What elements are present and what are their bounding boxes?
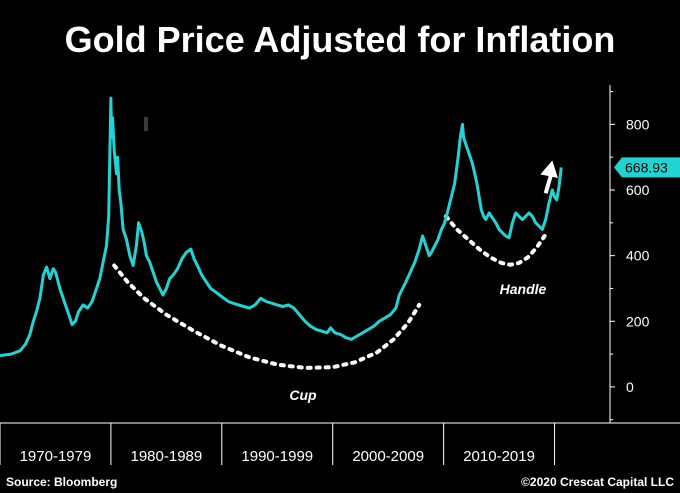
marker-artifact	[144, 117, 148, 131]
last-value-marker: 668.93	[614, 157, 680, 178]
copyright-note: ©2020 Crescat Capital LLC	[521, 475, 674, 489]
x-category-label: 2010-2019	[463, 448, 535, 465]
last-value-box	[614, 157, 680, 178]
x-category-label: 2000-2009	[352, 448, 424, 465]
last-value-label: 668.93	[625, 159, 668, 175]
source-note: Source: Bloomberg	[6, 475, 117, 489]
x-category-label: 1970-1979	[20, 448, 92, 465]
y-tick-label-200: 200	[626, 313, 650, 329]
x-category-label: 1980-1989	[130, 448, 202, 465]
series-group	[0, 96, 563, 358]
x-category-label: 1990-1999	[241, 448, 313, 465]
cup-curve	[112, 263, 422, 370]
arrow-head	[540, 160, 558, 178]
pattern-curves	[112, 160, 558, 370]
x-axis: 1970-1979 1980-1989 1990-1999 2000-2009 2010…	[0, 423, 556, 465]
y-tick-label-600: 600	[626, 182, 650, 198]
cup-label: Cup	[289, 387, 317, 403]
series-line-0	[0, 96, 563, 358]
y-axis: 0 200 400 600 800	[610, 91, 650, 421]
handle-curve	[443, 214, 547, 267]
y-tick-label-0: 0	[626, 379, 634, 395]
handle-label: Handle	[500, 281, 547, 297]
y-tick-label-800: 800	[626, 116, 650, 132]
y-tick-label-400: 400	[626, 248, 650, 264]
chart-title: Gold Price Adjusted for Inflation	[65, 19, 616, 60]
